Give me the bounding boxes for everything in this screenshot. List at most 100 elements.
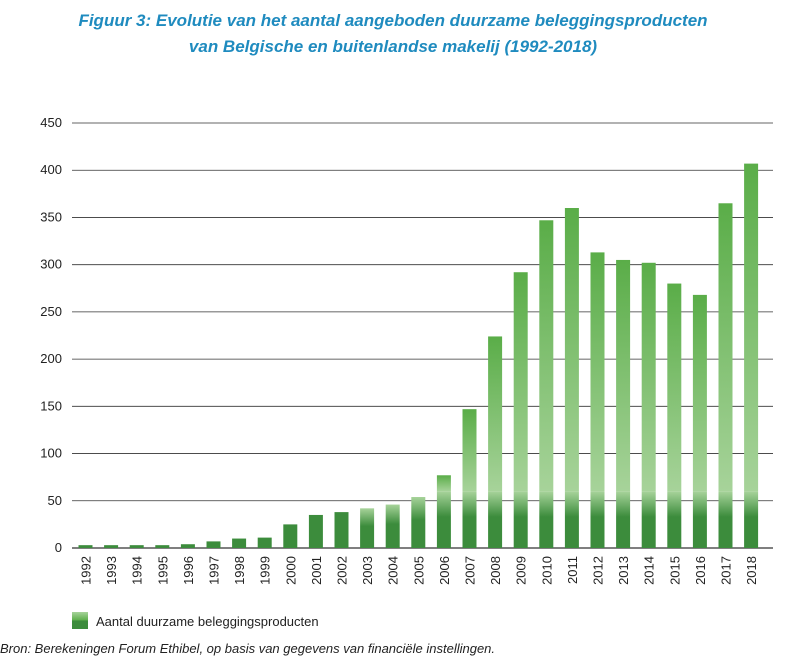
bar-2006: [436, 475, 451, 548]
bar-lower-2017: [718, 491, 733, 548]
x-tick-label: 1996: [181, 556, 196, 585]
bar-upper-2011: [564, 208, 579, 492]
x-tick-label: 2015: [667, 556, 682, 585]
y-tick-label: 0: [55, 540, 62, 555]
bar-fill-2001: [308, 514, 323, 548]
x-tick-label: 2014: [642, 556, 657, 585]
bar-fill-1994: [129, 545, 144, 548]
bar-upper-2006: [436, 475, 451, 492]
bar-2000: [283, 524, 298, 548]
x-tick-label: 2011: [565, 556, 580, 584]
x-tick-label: 2004: [386, 556, 401, 585]
bar-lower-2007: [462, 491, 477, 548]
bar-2005: [411, 497, 426, 548]
x-tick-label: 2003: [360, 556, 375, 585]
x-tick-label: 2012: [591, 556, 606, 585]
bar-2014: [641, 262, 656, 548]
bar-1998: [232, 538, 247, 548]
x-tick-label: 2006: [437, 556, 452, 585]
x-tick-label: 2010: [539, 556, 554, 585]
bar-upper-2017: [718, 203, 733, 492]
bar-fill-1997: [206, 541, 221, 548]
bar-fill-2003: [360, 508, 375, 548]
x-tick-label: 1995: [155, 556, 170, 585]
x-tick-label: 2002: [335, 556, 350, 585]
y-tick-label: 100: [40, 446, 62, 461]
bar-fill-2004: [385, 504, 400, 548]
bar-1995: [155, 545, 170, 548]
bar-fill-1992: [78, 545, 93, 548]
bar-upper-2012: [590, 252, 605, 492]
legend-swatch: [72, 612, 88, 629]
bar-upper-2014: [641, 262, 656, 492]
bar-1996: [180, 544, 195, 548]
bar-upper-2007: [462, 409, 477, 492]
bar-1993: [104, 545, 119, 548]
bar-lower-2016: [692, 491, 707, 548]
bar-fill-1995: [155, 545, 170, 548]
bar-lower-2006: [436, 491, 451, 548]
bar-2015: [667, 283, 682, 548]
x-tick-label: 2018: [744, 556, 759, 585]
bar-lower-2012: [590, 491, 605, 548]
bar-2011: [564, 208, 579, 548]
x-tick-label: 2007: [463, 556, 478, 585]
bar-upper-2013: [616, 259, 631, 492]
bar-2017: [718, 203, 733, 548]
bar-2001: [308, 514, 323, 548]
bar-fill-1999: [257, 537, 272, 548]
bar-fill-1993: [104, 545, 119, 548]
bar-fill-1996: [180, 544, 195, 548]
bar-fill-2005: [411, 497, 426, 548]
bar-1994: [129, 545, 144, 548]
bar-2010: [539, 220, 554, 548]
bar-upper-2016: [692, 294, 707, 492]
bar-2007: [462, 409, 477, 548]
bar-upper-2008: [488, 336, 503, 492]
bar-1999: [257, 537, 272, 548]
y-tick-label: 250: [40, 304, 62, 319]
x-tick-label: 2000: [283, 556, 298, 585]
bar-lower-2018: [744, 491, 759, 548]
x-tick-label: 2008: [488, 556, 503, 585]
y-tick-label: 450: [40, 115, 62, 130]
bar-upper-2010: [539, 220, 554, 492]
source-note: Bron: Berekeningen Forum Ethibel, op bas…: [0, 641, 496, 656]
x-tick-label: 1997: [207, 556, 222, 585]
bar-1997: [206, 541, 221, 548]
x-tick-label: 1998: [232, 556, 247, 585]
y-tick-label: 200: [40, 351, 62, 366]
bar-lower-2015: [667, 491, 682, 548]
bar-fill-1998: [232, 538, 247, 548]
chart-title-line-2: van Belgische en buitenlandse makelij (1…: [188, 37, 598, 56]
x-tick-label: 2009: [514, 556, 529, 585]
chart-title-line-1: Figuur 3: Evolutie van het aantal aangeb…: [78, 11, 708, 30]
bar-1992: [78, 545, 93, 548]
y-axis-ticks: 0 50 100 150 200 250 300 350 400 450: [40, 115, 62, 555]
bar-2002: [334, 512, 349, 548]
y-tick-label: 300: [40, 257, 62, 272]
x-tick-label: 2013: [616, 556, 631, 585]
x-tick-label: 1994: [130, 556, 145, 585]
x-tick-label: 2017: [719, 556, 734, 585]
bar-2012: [590, 252, 605, 548]
bars: [78, 163, 759, 548]
legend: Aantal duurzame beleggingsproducten: [72, 612, 319, 629]
x-axis-ticks: 1992 1993 1994 1995 1996 1997 1998 1999 2000 2001…: [79, 556, 760, 585]
bar-upper-2015: [667, 283, 682, 492]
y-tick-label: 150: [40, 398, 62, 413]
bar-upper-2018: [744, 163, 759, 492]
bar-lower-2009: [513, 491, 528, 548]
bar-upper-2009: [513, 272, 528, 492]
bar-lower-2014: [641, 491, 656, 548]
bar-2009: [513, 272, 528, 548]
chart-title: Figuur 3: Evolutie van het aantal aangeb…: [0, 8, 786, 60]
bar-2008: [488, 336, 503, 548]
legend-label: Aantal duurzame beleggingsproducten: [96, 614, 319, 629]
x-tick-label: 2001: [309, 556, 324, 585]
gridlines: [72, 122, 773, 549]
bar-lower-2010: [539, 491, 554, 548]
y-tick-label: 350: [40, 209, 62, 224]
bar-fill-2000: [283, 524, 298, 548]
